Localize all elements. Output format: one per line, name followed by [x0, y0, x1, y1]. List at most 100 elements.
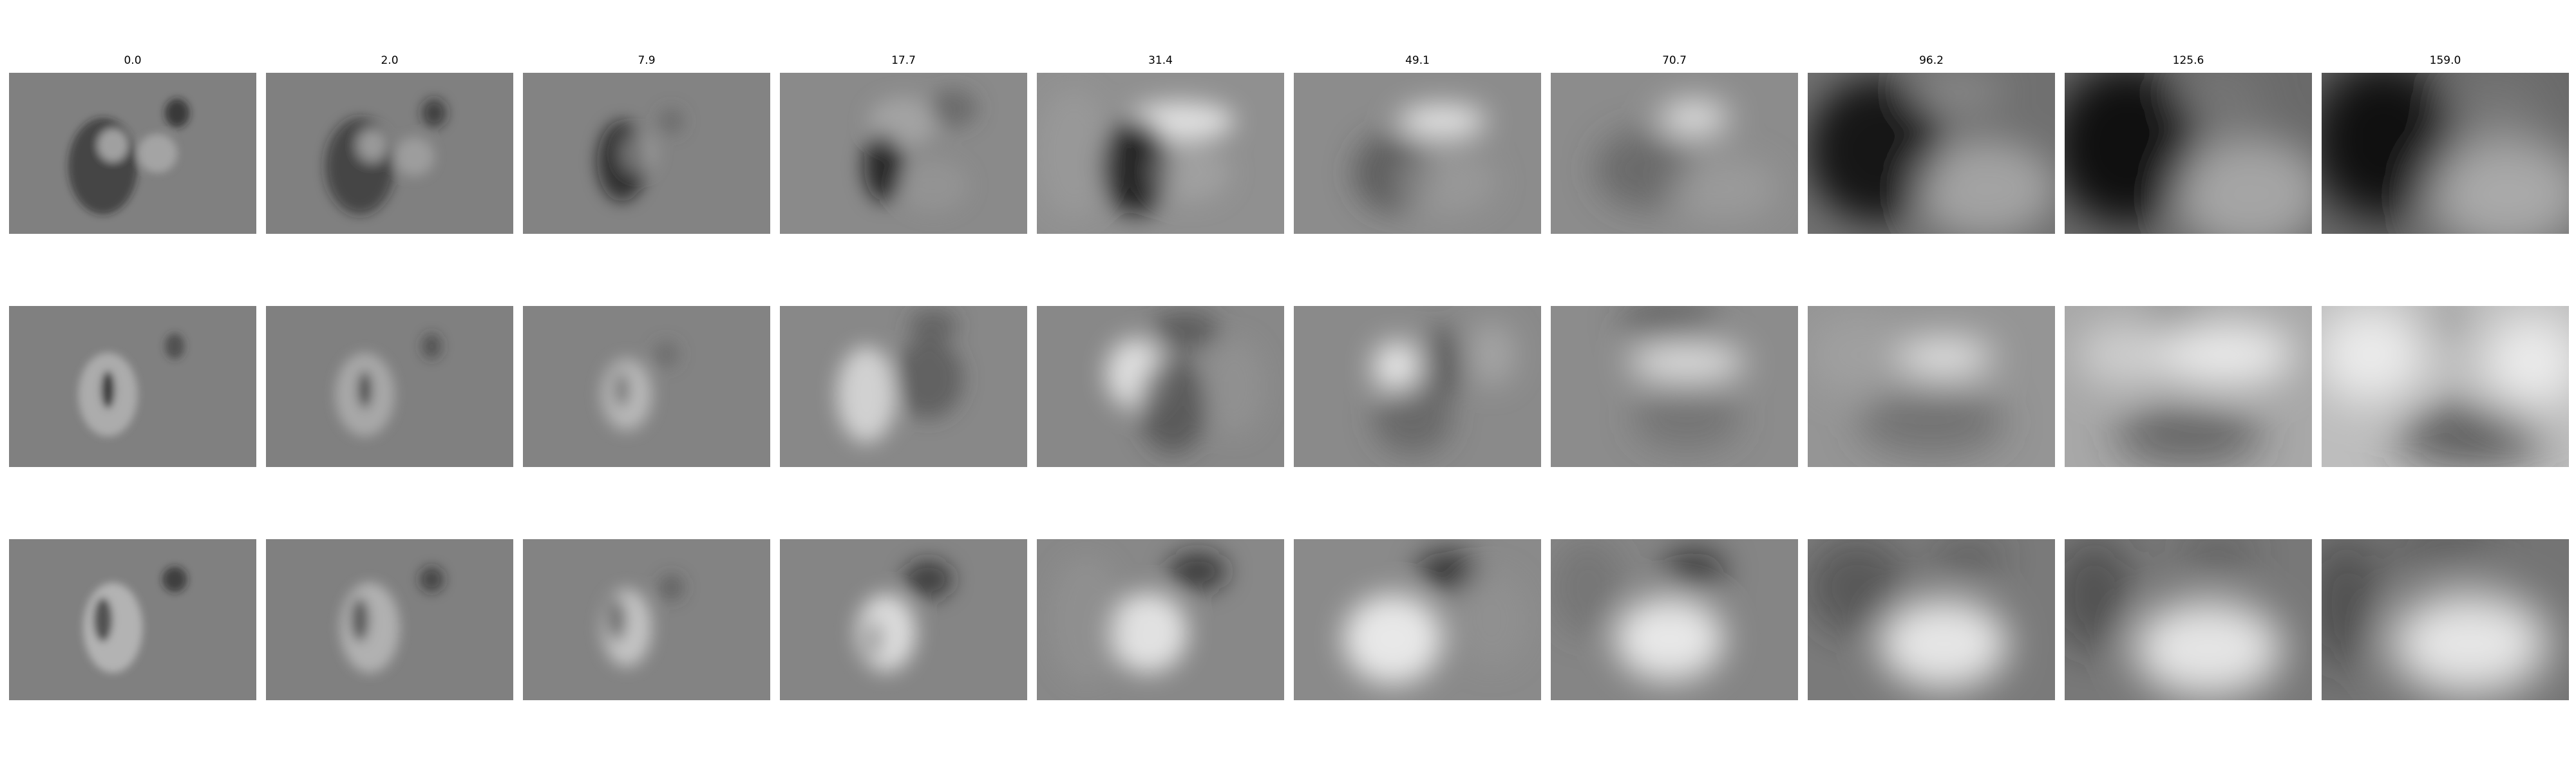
- intensity-blob-2: [1372, 383, 1452, 454]
- intensity-blob-1: [2065, 539, 2134, 652]
- intensity-blob-2: [421, 99, 447, 128]
- intensity-blob-1: [904, 560, 953, 599]
- panel-r1-c4: [1037, 306, 1284, 467]
- intensity-blob-1: [2428, 137, 2569, 234]
- intensity-blob-2: [2396, 539, 2495, 564]
- intensity-blob-0: [1615, 597, 1724, 681]
- panel-r2-c1: [266, 539, 513, 700]
- intensity-blob-0: [864, 131, 904, 202]
- column-title-0: 0.0: [124, 54, 142, 67]
- intensity-blob-1: [893, 338, 963, 419]
- intensity-blob-1: [1857, 386, 2006, 457]
- panel-image: [1551, 73, 1798, 234]
- intensity-blob-3: [137, 134, 178, 173]
- intensity-blob-0: [1659, 102, 1729, 134]
- intensity-blob-1: [1664, 552, 1724, 591]
- panel-image: [2065, 73, 2312, 234]
- panel-image: [1551, 306, 1798, 467]
- panel-image: [2065, 539, 2312, 700]
- panel-r2-c0: [9, 539, 256, 700]
- panel-image: [780, 306, 1027, 467]
- intensity-blob-2: [2114, 403, 2263, 467]
- panel-r0-c5: [1294, 73, 1541, 234]
- intensity-blob-1: [1595, 129, 1694, 210]
- intensity-blob-2: [1931, 542, 2006, 575]
- intensity-blob-0: [857, 594, 916, 671]
- panel-r0-c4: [1037, 73, 1284, 234]
- intensity-blob-2: [2181, 539, 2255, 571]
- panel-image: [9, 539, 256, 700]
- intensity-blob-2: [1049, 555, 1124, 684]
- panel-r2-c4: [1037, 539, 1284, 700]
- column-title-8: 125.6: [2172, 54, 2204, 67]
- column-title-3: 17.7: [891, 54, 916, 67]
- panel-r0-c2: [523, 73, 770, 234]
- intensity-blob-1: [93, 597, 113, 642]
- intensity-blob-1: [1417, 552, 1477, 591]
- panel-r1-c5: [1294, 306, 1541, 467]
- panel-image: [1037, 306, 1284, 467]
- panel-image: [1551, 539, 1798, 700]
- intensity-blob-0: [837, 346, 896, 443]
- intensity-blob-2: [2445, 76, 2544, 134]
- panel-image: [266, 306, 513, 467]
- intensity-blob-0: [2156, 322, 2295, 386]
- intensity-blob-3: [394, 137, 435, 176]
- intensity-blob-0: [1808, 77, 1946, 223]
- panel-r0-c8: [2065, 73, 2312, 234]
- intensity-blob-3: [898, 160, 968, 211]
- panel-image: [266, 539, 513, 700]
- intensity-blob-0: [325, 118, 395, 215]
- intensity-blob-3: [1466, 322, 1517, 386]
- intensity-blob-1: [621, 134, 657, 173]
- panel-r1-c9: [2322, 306, 2569, 467]
- panel-r0-c7: [1808, 73, 2055, 234]
- intensity-blob-2: [1150, 310, 1220, 350]
- intensity-blob-0: [83, 582, 143, 673]
- panel-r1-c2: [523, 306, 770, 467]
- panel-image: [9, 306, 256, 467]
- panel-image: [1037, 539, 1284, 700]
- intensity-blob-0: [68, 118, 138, 215]
- intensity-blob-1: [2322, 539, 2383, 668]
- intensity-blob-2: [2168, 73, 2268, 126]
- panel-r0-c9: [2322, 73, 2569, 234]
- panel-r2-c6: [1551, 539, 1798, 700]
- intensity-blob-3: [1037, 89, 1112, 218]
- panel-image: [523, 539, 770, 700]
- panel-r2-c9: [2322, 539, 2569, 700]
- panel-image: [1294, 539, 1541, 700]
- intensity-blob-2: [164, 99, 190, 128]
- intensity-blob-2: [1808, 314, 1907, 395]
- intensity-blob-2: [1397, 150, 1497, 215]
- intensity-blob-0: [1343, 594, 1443, 684]
- intensity-blob-1: [607, 597, 627, 642]
- intensity-blob-2: [1150, 144, 1230, 202]
- panel-r0-c0: [9, 73, 256, 234]
- intensity-blob-2: [1906, 73, 2006, 115]
- intensity-blob-0: [2134, 600, 2282, 697]
- intensity-blob-0: [1397, 105, 1487, 137]
- intensity-blob-1: [1620, 306, 1719, 341]
- intensity-blob-1: [1808, 539, 1907, 636]
- panel-r2-c8: [2065, 539, 2312, 700]
- intensity-blob-2: [659, 108, 684, 134]
- intensity-blob-0: [1894, 338, 1993, 377]
- column-title-9: 159.0: [2429, 54, 2461, 67]
- panel-r1-c0: [9, 306, 256, 467]
- panel-image: [1808, 306, 2055, 467]
- panel-image: [2065, 306, 2312, 467]
- intensity-blob-1: [1138, 358, 1208, 454]
- panel-r2-c5: [1294, 539, 1541, 700]
- panel-image: [780, 73, 1027, 234]
- intensity-blob-2: [908, 309, 958, 341]
- intensity-blob-1: [357, 370, 373, 409]
- intensity-blob-3: [1205, 338, 1265, 435]
- panel-r2-c2: [523, 539, 770, 700]
- panel-r0-c1: [266, 73, 513, 234]
- panel-r1-c6: [1551, 306, 1798, 467]
- intensity-blob-1: [2175, 137, 2312, 234]
- intensity-blob-2: [654, 341, 679, 367]
- intensity-blob-0: [1879, 598, 2008, 689]
- panel-image: [2322, 306, 2569, 467]
